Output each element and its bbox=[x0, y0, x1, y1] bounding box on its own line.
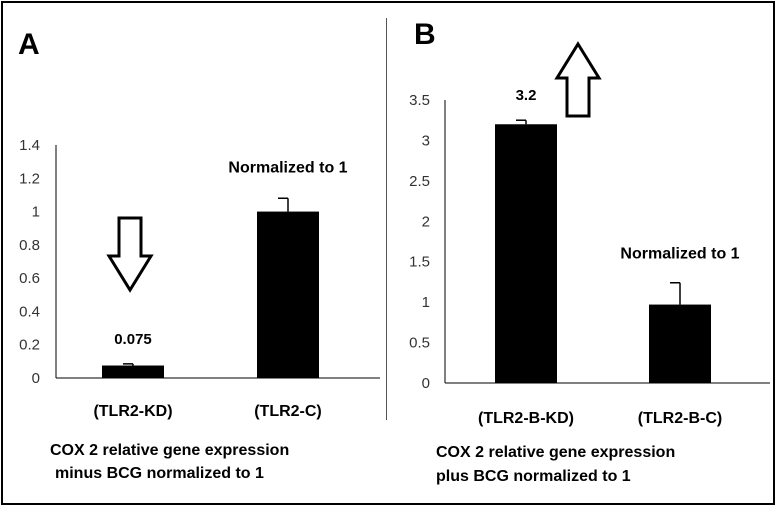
panel-a-bar bbox=[257, 211, 319, 378]
panel-b-caption-line2: plus BCG normalized to 1 bbox=[436, 468, 631, 485]
panel-b-bar bbox=[495, 124, 557, 383]
panel-b-y-tick-label: 0.5 bbox=[409, 335, 430, 352]
panel-b-y-tick-label: 2.5 bbox=[409, 173, 430, 190]
panel-b-chart: 0 0.5 1 1.5 2 2.5 3 3.5 3.2 (TLR2-B-KD) Normalized… bbox=[409, 41, 770, 427]
panel-b-y-tick-label: 1 bbox=[422, 294, 430, 311]
panel-b-y-tick-label: 3.5 bbox=[409, 92, 430, 109]
arrow-down-icon bbox=[106, 216, 154, 293]
panel-a-caption-line1: COX 2 relative gene expression bbox=[50, 442, 290, 459]
panel-a-category-label: (TLR2-KD) bbox=[93, 403, 172, 420]
panel-divider bbox=[386, 18, 387, 420]
panel-b-category-label: (TLR2-B-C) bbox=[638, 410, 722, 427]
panel-b-category-label: (TLR2-B-KD) bbox=[478, 410, 574, 427]
panel-a-data-label: 0.075 bbox=[114, 331, 152, 348]
panel-a-bar bbox=[102, 365, 164, 378]
panel-a-category-label: (TLR2-C) bbox=[254, 403, 322, 420]
arrow-up-icon bbox=[554, 41, 602, 118]
panel-a-caption-line2: minus BCG normalized to 1 bbox=[55, 465, 264, 482]
panel-b-y-tick-label: 2 bbox=[422, 213, 430, 230]
panel-b-y-tick-label: 3 bbox=[422, 132, 430, 149]
panel-b-label: B bbox=[414, 18, 436, 51]
panel-a-y-tick-label: 1.4 bbox=[19, 137, 40, 154]
panel-b-y-tick-label: 0 bbox=[422, 375, 430, 392]
panel-a-chart: 0 0.2 0.4 0.6 0.8 1 1.2 1.4 0.075 (TLR2-KD) Normal… bbox=[19, 137, 380, 420]
panel-a-y-tick-label: 0.4 bbox=[19, 303, 40, 320]
panel-b-bar bbox=[649, 304, 711, 383]
panel-b-caption-line1: COX 2 relative gene expression bbox=[436, 444, 676, 461]
panel-b-data-label: Normalized to 1 bbox=[620, 246, 739, 263]
panel-b-data-label: 3.2 bbox=[516, 87, 537, 104]
panel-b-y-tick-label: 1.5 bbox=[409, 254, 430, 271]
panel-a-y-tick-label: 0.8 bbox=[19, 237, 40, 254]
panel-a-y-tick-label: 1 bbox=[32, 204, 40, 221]
panel-a-data-label: Normalized to 1 bbox=[228, 159, 347, 176]
panel-a-y-tick-label: 1.2 bbox=[19, 170, 40, 187]
panel-a-y-tick-label: 0.6 bbox=[19, 270, 40, 287]
panel-a-label: A bbox=[18, 28, 40, 61]
panel-a-y-tick-label: 0.2 bbox=[19, 337, 40, 354]
panel-a-y-tick-label: 0 bbox=[32, 370, 40, 387]
